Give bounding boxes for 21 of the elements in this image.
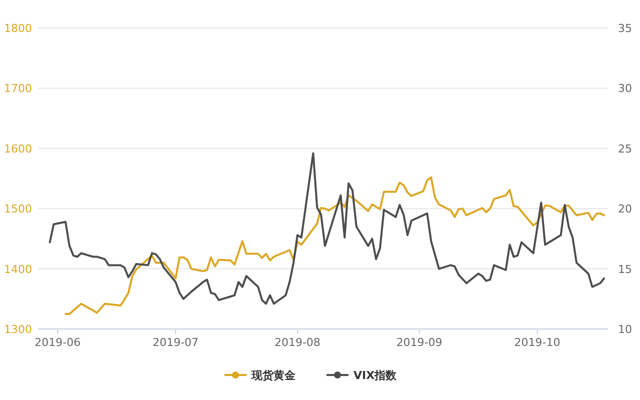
line-series xyxy=(48,152,606,305)
y2-tick-label: 20 xyxy=(618,202,632,216)
x-tick-label: 2019-08 xyxy=(274,336,320,349)
y2-tick-label: 15 xyxy=(618,262,632,276)
y2-tick-label: 35 xyxy=(618,22,632,35)
x-tick-label: 2019-10 xyxy=(514,336,560,349)
line-series xyxy=(64,176,606,315)
y-tick-label: 1300 xyxy=(4,323,32,336)
legend-label: 现货黄金 xyxy=(250,369,296,382)
x-tick-label: 2019-09 xyxy=(396,336,442,349)
y2-tick-label: 30 xyxy=(618,82,632,96)
y-tick-label: 1800 xyxy=(4,22,32,35)
y-tick-label: 1600 xyxy=(4,142,32,156)
x-tick-label: 2019-07 xyxy=(152,336,199,349)
y-tick-label: 1500 xyxy=(4,202,32,216)
y2-tick-label: 10 xyxy=(618,323,632,336)
x-tick-label: 2019-06 xyxy=(34,336,81,349)
y2-tick-label: 25 xyxy=(618,142,632,156)
y-tick-label: 1700 xyxy=(4,82,32,96)
legend-label: VIX指数 xyxy=(354,369,398,382)
y-tick-label: 1400 xyxy=(4,262,32,276)
